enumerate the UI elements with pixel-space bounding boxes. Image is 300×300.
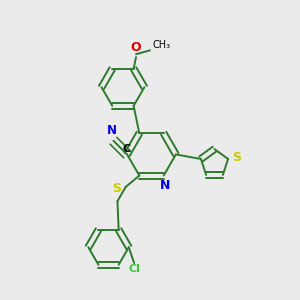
Text: Cl: Cl [128,264,140,274]
Text: N: N [160,179,170,192]
Text: CH₃: CH₃ [152,40,170,50]
Text: S: S [232,151,241,164]
Text: O: O [131,41,141,54]
Text: S: S [112,182,122,195]
Text: C: C [122,144,130,154]
Text: N: N [107,124,117,137]
